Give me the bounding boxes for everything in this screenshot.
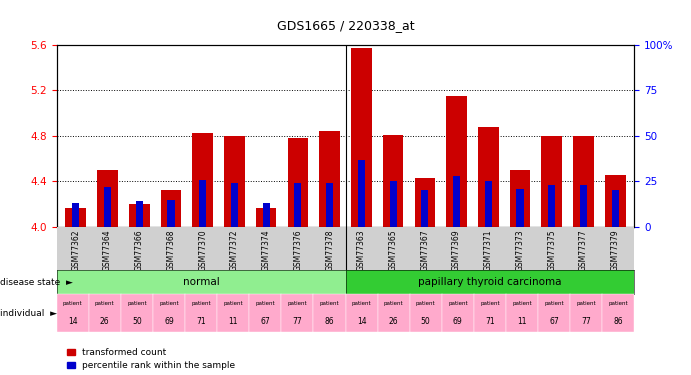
Bar xyxy=(199,180,207,227)
Text: 77: 77 xyxy=(581,317,591,326)
Text: 67: 67 xyxy=(549,317,559,326)
Text: 86: 86 xyxy=(325,317,334,326)
Bar xyxy=(326,183,333,227)
Text: patient: patient xyxy=(448,301,468,306)
Bar xyxy=(574,136,594,227)
Text: GSM77371: GSM77371 xyxy=(484,229,493,270)
Text: 69: 69 xyxy=(453,317,463,326)
Bar xyxy=(415,178,435,227)
Text: patient: patient xyxy=(320,301,339,306)
Bar xyxy=(453,176,460,227)
Text: GSM77374: GSM77374 xyxy=(262,229,271,271)
Bar xyxy=(294,183,301,227)
Text: patient: patient xyxy=(159,301,179,306)
Text: disease state  ►: disease state ► xyxy=(0,278,73,286)
Text: patient: patient xyxy=(416,301,435,306)
Bar xyxy=(605,175,625,227)
Text: papillary thyroid carcinoma: papillary thyroid carcinoma xyxy=(418,277,562,287)
Text: GSM77364: GSM77364 xyxy=(103,229,112,271)
Text: patient: patient xyxy=(127,301,146,306)
Bar xyxy=(263,203,269,227)
Text: GSM77362: GSM77362 xyxy=(71,229,80,270)
Bar xyxy=(66,207,86,227)
Bar xyxy=(231,183,238,227)
Text: individual  ►: individual ► xyxy=(0,309,57,318)
Text: GSM77377: GSM77377 xyxy=(579,229,588,271)
Text: patient: patient xyxy=(609,301,628,306)
Bar xyxy=(612,190,619,227)
Text: GSM77369: GSM77369 xyxy=(452,229,461,271)
Text: 11: 11 xyxy=(518,317,527,326)
Text: patient: patient xyxy=(480,301,500,306)
Text: 50: 50 xyxy=(132,317,142,326)
Bar xyxy=(104,187,111,227)
Text: patient: patient xyxy=(352,301,371,306)
Text: 11: 11 xyxy=(229,317,238,326)
Bar xyxy=(224,136,245,227)
Bar xyxy=(97,170,117,227)
Text: patient: patient xyxy=(95,301,115,306)
Bar xyxy=(542,136,562,227)
Bar xyxy=(383,135,404,227)
Text: patient: patient xyxy=(576,301,596,306)
Text: patient: patient xyxy=(512,301,532,306)
Bar xyxy=(510,170,531,227)
Bar xyxy=(516,189,524,227)
Text: GSM77366: GSM77366 xyxy=(135,229,144,271)
Text: 50: 50 xyxy=(421,317,430,326)
Text: normal: normal xyxy=(182,277,220,287)
Bar xyxy=(135,201,143,227)
Text: 26: 26 xyxy=(100,317,110,326)
Text: 71: 71 xyxy=(196,317,206,326)
Bar xyxy=(319,131,340,227)
Bar xyxy=(580,185,587,227)
Bar xyxy=(160,190,181,227)
Text: GSM77376: GSM77376 xyxy=(294,229,303,271)
Text: patient: patient xyxy=(63,301,82,306)
Text: patient: patient xyxy=(223,301,243,306)
Bar xyxy=(478,127,499,227)
Text: GSM77372: GSM77372 xyxy=(230,229,239,270)
Text: patient: patient xyxy=(384,301,404,306)
Text: GSM77375: GSM77375 xyxy=(547,229,556,271)
Bar xyxy=(548,185,556,227)
Bar xyxy=(287,138,308,227)
Text: GSM77379: GSM77379 xyxy=(611,229,620,271)
Text: patient: patient xyxy=(256,301,275,306)
Text: patient: patient xyxy=(545,301,564,306)
Bar xyxy=(390,182,397,227)
Text: GSM77373: GSM77373 xyxy=(515,229,524,271)
Text: patient: patient xyxy=(191,301,211,306)
Text: 69: 69 xyxy=(164,317,174,326)
Text: GSM77368: GSM77368 xyxy=(167,229,176,270)
Text: GSM77365: GSM77365 xyxy=(388,229,397,271)
Bar xyxy=(446,96,467,227)
Bar xyxy=(351,48,372,227)
Text: GSM77378: GSM77378 xyxy=(325,229,334,270)
Text: 71: 71 xyxy=(485,317,495,326)
Bar xyxy=(484,182,492,227)
Text: 86: 86 xyxy=(614,317,623,326)
Text: GDS1665 / 220338_at: GDS1665 / 220338_at xyxy=(276,19,415,32)
Text: GSM77370: GSM77370 xyxy=(198,229,207,271)
Legend: transformed count, percentile rank within the sample: transformed count, percentile rank withi… xyxy=(67,348,235,370)
Text: 26: 26 xyxy=(389,317,399,326)
Text: 14: 14 xyxy=(68,317,77,326)
Bar xyxy=(422,190,428,227)
Bar xyxy=(72,203,79,227)
Text: GSM77367: GSM77367 xyxy=(420,229,429,271)
Bar xyxy=(256,207,276,227)
Text: GSM77363: GSM77363 xyxy=(357,229,366,271)
Bar xyxy=(358,160,365,227)
Text: 14: 14 xyxy=(357,317,366,326)
Text: patient: patient xyxy=(287,301,307,306)
Bar xyxy=(129,204,149,227)
Text: 67: 67 xyxy=(261,317,270,326)
Bar xyxy=(192,132,213,227)
Text: 77: 77 xyxy=(292,317,302,326)
Bar xyxy=(167,200,175,227)
